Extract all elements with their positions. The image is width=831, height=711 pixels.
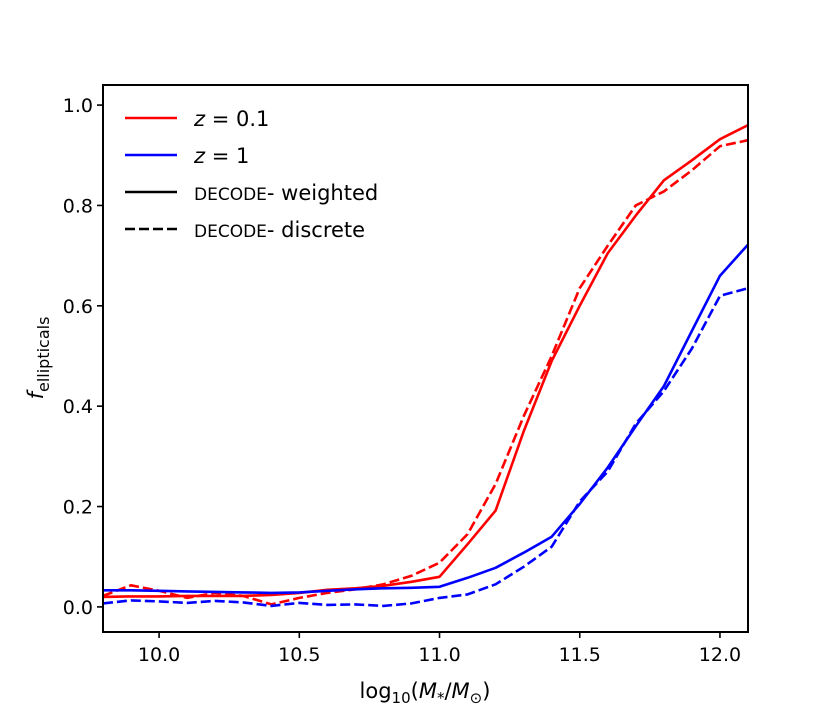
- y-axis-ticks: 0.0 0.2 0.4 0.6 0.8 1.0: [63, 95, 103, 619]
- legend-text-0: = 0.1: [205, 107, 269, 131]
- series-line-2: [103, 243, 749, 595]
- x-axis-ticks: 10.0 10.5 11.0 11.5 12.0: [138, 632, 741, 666]
- y-tick-label: 1.0: [63, 95, 93, 117]
- y-tick-label: 0.0: [63, 597, 93, 619]
- y-tick-label: 0.2: [63, 497, 93, 519]
- series-line-1: [102, 138, 749, 606]
- y-tick-label: 0.6: [63, 296, 93, 318]
- x-tick-label: 12.0: [699, 644, 741, 666]
- x-tick-label: 10.0: [138, 644, 180, 666]
- x-tick-label: 11.5: [559, 644, 601, 666]
- plot-frame: [102, 84, 749, 633]
- legend-math-0: z: [193, 107, 206, 131]
- legend-text-2: - weighted: [267, 181, 378, 205]
- legend-label-3: DECODE- discrete: [194, 218, 365, 242]
- y-axis-label: fellipticals: [24, 317, 53, 400]
- y-tick-label: 0.4: [63, 396, 93, 418]
- legend-math-1: z: [193, 144, 206, 168]
- y-tick-label: 0.8: [63, 195, 93, 217]
- legend-text-3: - discrete: [267, 218, 365, 242]
- x-tick-label: 10.5: [278, 644, 320, 666]
- series-layer: [102, 123, 749, 608]
- legend-label-1: z = 1: [193, 144, 249, 168]
- legend-prefix-2: DECODE: [194, 185, 267, 205]
- legend-label-2: DECODE- weighted: [194, 181, 378, 205]
- series-line-0: [102, 123, 749, 599]
- series-line-3: [102, 286, 749, 608]
- legend-text-1: = 1: [205, 144, 249, 168]
- x-axis-label: log10(M*/M⊙): [360, 679, 491, 707]
- legend-label-0: z = 0.1: [193, 107, 269, 131]
- x-tick-label: 11.0: [418, 644, 460, 666]
- legend-prefix-3: DECODE: [194, 222, 267, 242]
